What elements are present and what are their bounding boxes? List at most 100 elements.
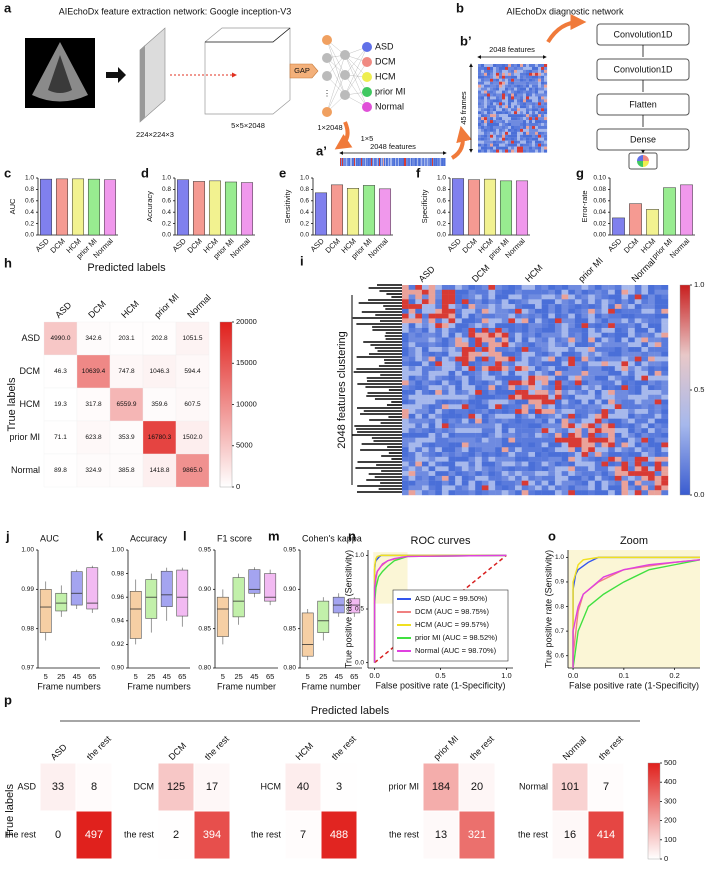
feature-cell [544, 99, 548, 103]
cluster-cell [488, 375, 496, 381]
feature-cell [511, 143, 515, 147]
cell-label: 324.9 [85, 467, 102, 474]
feature-cell [526, 134, 530, 138]
y-tick-label: 1.0 [437, 175, 446, 182]
feature-cell [523, 87, 527, 91]
cluster-cell [581, 299, 589, 305]
cluster-cell [628, 452, 635, 458]
feature-cell [502, 72, 506, 76]
cluster-cell [641, 413, 649, 419]
cluster-cell [468, 437, 476, 443]
cluster-cell [461, 399, 469, 405]
cluster-cell [435, 299, 443, 305]
cluster-cell [402, 332, 409, 338]
y-tick-label: 0.90 [283, 586, 296, 593]
cluster-cell [441, 342, 449, 348]
cluster-cell [461, 318, 469, 324]
cluster-cell [528, 299, 536, 305]
cluster-cell [448, 380, 456, 386]
cluster-cell [648, 399, 655, 405]
cluster-cell [448, 461, 456, 467]
feature-cell [499, 149, 503, 153]
cluster-cell [402, 351, 409, 357]
bar [103, 179, 117, 236]
feature-cell [538, 96, 542, 100]
cluster-cell [661, 390, 669, 395]
cluster-cell [634, 399, 642, 405]
class-label: prior MI [375, 86, 406, 96]
cluster-cell [594, 466, 602, 472]
cluster-cell [521, 323, 529, 329]
cluster-cell [435, 323, 443, 329]
cluster-cell [521, 452, 529, 458]
cluster-cell [448, 475, 456, 481]
cluster-cell [574, 351, 582, 357]
feature-cell [529, 64, 533, 68]
cluster-cell [568, 418, 576, 424]
ellipsis: ⋮ [323, 89, 331, 98]
cluster-cell [428, 432, 436, 438]
cluster-cell [614, 432, 622, 438]
feature-cell [523, 111, 527, 115]
cluster-cell [428, 289, 436, 295]
feature-cell [386, 158, 387, 166]
cluster-cell [461, 390, 469, 395]
cluster-cell [408, 380, 416, 386]
feature-cell [499, 69, 503, 73]
cluster-cell [561, 409, 569, 415]
cluster-cell [475, 394, 482, 400]
feature-cell [538, 69, 542, 73]
cluster-cell [548, 323, 556, 329]
column-label: the rest [468, 733, 497, 762]
cluster-cell [601, 413, 609, 419]
cell-label: 7 [300, 829, 306, 841]
cluster-cell [488, 418, 496, 424]
cluster-cell [528, 490, 536, 496]
feature-cell [493, 81, 497, 85]
cluster-cell [435, 452, 443, 458]
cluster-cell [521, 404, 529, 410]
feature-cell [526, 120, 530, 124]
feature-cell [345, 158, 346, 166]
cluster-cell [661, 308, 669, 314]
column-label: HCM [523, 263, 545, 285]
cluster-cell [528, 437, 536, 443]
cluster-cell [528, 428, 536, 434]
feature-cell [481, 84, 485, 88]
cluster-cell [428, 471, 436, 477]
cluster-cell [594, 480, 602, 486]
cluster-cell [481, 370, 489, 376]
cluster-cell [648, 356, 655, 362]
plot-background [568, 550, 700, 668]
cluster-cell [621, 423, 629, 429]
cluster-cell [608, 413, 615, 419]
cluster-cell [515, 442, 522, 448]
feature-cell [487, 64, 491, 68]
cluster-cell [421, 475, 429, 481]
x-tick-label: DCM [323, 236, 341, 254]
cluster-cell [475, 347, 482, 353]
cluster-cell [641, 351, 649, 357]
cluster-cell [461, 313, 469, 319]
cluster-cell [561, 356, 569, 362]
cluster-cell [408, 437, 416, 443]
cluster-cell [475, 447, 482, 453]
cluster-cell [621, 337, 629, 343]
x-tick-label: 5 [134, 672, 138, 681]
feature-cell [544, 69, 548, 73]
cluster-cell [528, 461, 536, 467]
cluster-cell [535, 399, 542, 405]
feature-cell [481, 131, 485, 135]
feature-cell [541, 140, 545, 144]
feature-cell [496, 117, 500, 121]
cluster-cell [481, 432, 489, 438]
cluster-cell [648, 442, 655, 448]
cluster-cell [435, 437, 443, 443]
cluster-cell [561, 332, 569, 338]
feature-cell [526, 143, 530, 147]
panel-label: o [548, 528, 556, 543]
cluster-cell [574, 304, 582, 310]
cluster-cell [408, 404, 416, 410]
cluster-cell [408, 423, 416, 429]
cluster-cell [481, 347, 489, 353]
